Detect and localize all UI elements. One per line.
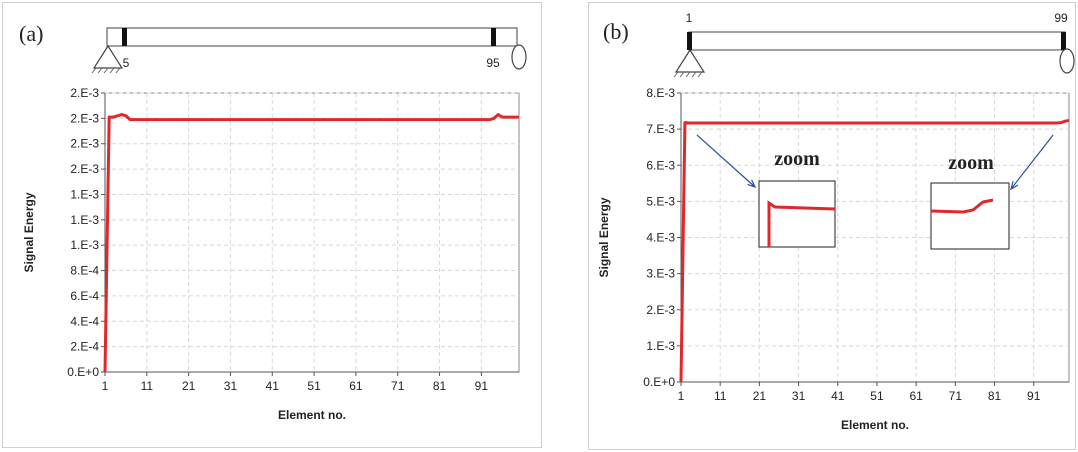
- chart-a-beam-damage-mark: [491, 28, 496, 46]
- chart-b-x-axis-title: Element no.: [841, 418, 909, 432]
- chart-a-y-tick-label: 1.E-3: [70, 213, 99, 227]
- chart-a-y-tick-label: 2.E-3: [70, 86, 99, 100]
- chart-a-beam-label: 5: [123, 56, 130, 70]
- chart-b-zoom-arrow: [696, 134, 756, 188]
- chart-a-support-hatch: [115, 67, 121, 74]
- chart-b-x-tick-label: 41: [831, 389, 845, 403]
- chart-a-y-tick-label: 2.E-3: [70, 111, 99, 125]
- chart-a-x-axis-title: Element no.: [278, 408, 346, 422]
- chart-b-zoom-inset-curve: [767, 200, 836, 247]
- chart-a-support-hatch: [91, 67, 97, 74]
- chart-b-y-tick-label: 6.E-3: [646, 158, 675, 172]
- chart-b-y-tick-label: 7.E-3: [646, 122, 675, 136]
- chart-a-beam-damage-mark: [122, 28, 127, 46]
- chart-a-support-hatch: [109, 67, 115, 74]
- chart-a-pin-support: [92, 44, 124, 69]
- chart-a-x-tick-label: 11: [141, 379, 154, 393]
- chart-a-support-hatch: [97, 67, 103, 74]
- chart-b-x-tick-label: 21: [753, 389, 767, 403]
- chart-a-roller-support: [511, 44, 527, 70]
- chart-a-x-tick-label: 31: [224, 379, 238, 393]
- chart-b-zoom-arrow: [1010, 134, 1054, 190]
- chart-a-y-tick-label: 2.E-3: [70, 162, 99, 176]
- chart-b-y-tick-label: 0.E+0: [643, 375, 675, 389]
- chart-b-pin-support: [674, 48, 706, 73]
- chart-b-y-tick-label: 1.E-3: [646, 339, 675, 353]
- chart-b-y-tick-label: 8.E-3: [646, 86, 675, 100]
- chart-a-y-tick-label: 6.E-4: [70, 289, 99, 303]
- chart-a-x-tick-label: 41: [266, 379, 280, 393]
- chart-b-zoom-inset-curve: [930, 198, 994, 214]
- chart-b-support-hatch: [685, 71, 691, 78]
- chart-b-y-tick-label: 2.E-3: [646, 303, 675, 317]
- chart-b-svg: (b) 1 99 0.E+0 1.E-3 2.E-3 3.E-3 4.E-3 5.E-3 6.E-…: [597, 11, 1075, 432]
- chart-b-x-tick-label: 11: [714, 389, 727, 403]
- chart-a-x-tick-label: 21: [182, 379, 196, 393]
- chart-b-y-tick-label: 5.E-3: [646, 194, 675, 208]
- chart-panel-a: (a) 5 95 0.E+0 2.E-4 4.E-4 6.E-4 8.E-4 1.E-3 1.E-…: [2, 2, 542, 448]
- chart-b-zoom-arrowhead: [747, 179, 757, 189]
- chart-a-x-tick-label: 81: [433, 379, 447, 393]
- chart-b-zoom-arrowhead: [1010, 181, 1019, 191]
- chart-b-x-tick-label: 81: [988, 389, 1002, 403]
- chart-a-x-tick-label: 51: [307, 379, 321, 393]
- chart-b-support-hatch: [673, 71, 679, 78]
- chart-a-beam: [106, 27, 518, 47]
- chart-a-series-line: [103, 113, 519, 373]
- chart-b-zoom-inset: [758, 180, 836, 248]
- chart-b-zoom-label: zoom: [948, 152, 994, 174]
- chart-a-y-tick-label: 0.E+0: [67, 365, 99, 379]
- chart-b-x-tick-label: 1: [678, 389, 685, 403]
- chart-a-plot-area: [104, 92, 520, 373]
- chart-a-y-tick-label: 2.E-4: [70, 340, 99, 354]
- chart-a-x-tick-label: 71: [391, 379, 405, 393]
- chart-b-zoom-label: zoom: [774, 148, 820, 170]
- chart-b-beam-damage-mark: [1061, 32, 1066, 50]
- chart-a-y-axis-title: Signal Energy: [22, 192, 36, 272]
- chart-a-y-tick-label: 1.E-3: [70, 187, 99, 201]
- chart-a-y-tick-label: 2.E-3: [70, 137, 99, 151]
- chart-a-support-hatch: [103, 67, 109, 74]
- chart-a-x-tick-label: 61: [349, 379, 363, 393]
- chart-b-beam: [688, 31, 1066, 51]
- chart-a-y-tick-label: 8.E-4: [70, 264, 99, 278]
- chart-b-support-hatch: [679, 71, 685, 78]
- chart-a-beam-label: 95: [486, 56, 500, 70]
- chart-b-panel-label: (b): [603, 19, 629, 44]
- chart-b-x-tick-label: 51: [870, 389, 884, 403]
- chart-a-y-tick-label: 1.E-3: [70, 238, 99, 252]
- chart-b-beam-label: 99: [1054, 11, 1068, 25]
- chart-a-x-tick-label: 91: [475, 379, 489, 393]
- chart-b-y-axis-title: Signal Energy: [597, 197, 611, 277]
- chart-a-svg: (a) 5 95 0.E+0 2.E-4 4.E-4 6.E-4 8.E-4 1.E-3 1.E-…: [19, 21, 527, 422]
- chart-b-y-tick-label: 3.E-3: [646, 267, 675, 281]
- chart-b-x-tick-label: 61: [909, 389, 923, 403]
- chart-b-beam-label: 1: [686, 11, 693, 25]
- chart-b-zoom-inset: [930, 182, 1010, 250]
- chart-a-y-tick-label: 4.E-4: [70, 314, 99, 328]
- chart-b-x-tick-label: 31: [792, 389, 806, 403]
- chart-b-y-tick-label: 4.E-3: [646, 231, 675, 245]
- chart-a-panel-label: (a): [19, 21, 43, 46]
- chart-b-roller-support: [1059, 48, 1075, 74]
- chart-b-x-tick-label: 71: [949, 389, 963, 403]
- chart-panel-b: (b) 1 99 0.E+0 1.E-3 2.E-3 3.E-3 4.E-3 5.E-3 6.E-…: [588, 2, 1076, 450]
- chart-b-series-line: [679, 118, 1070, 383]
- chart-b-x-tick-label: 91: [1027, 389, 1041, 403]
- chart-b-beam-damage-mark: [687, 32, 692, 50]
- chart-b-support-hatch: [691, 71, 697, 78]
- chart-a-x-tick-label: 1: [102, 379, 109, 393]
- chart-b-support-hatch: [697, 71, 703, 78]
